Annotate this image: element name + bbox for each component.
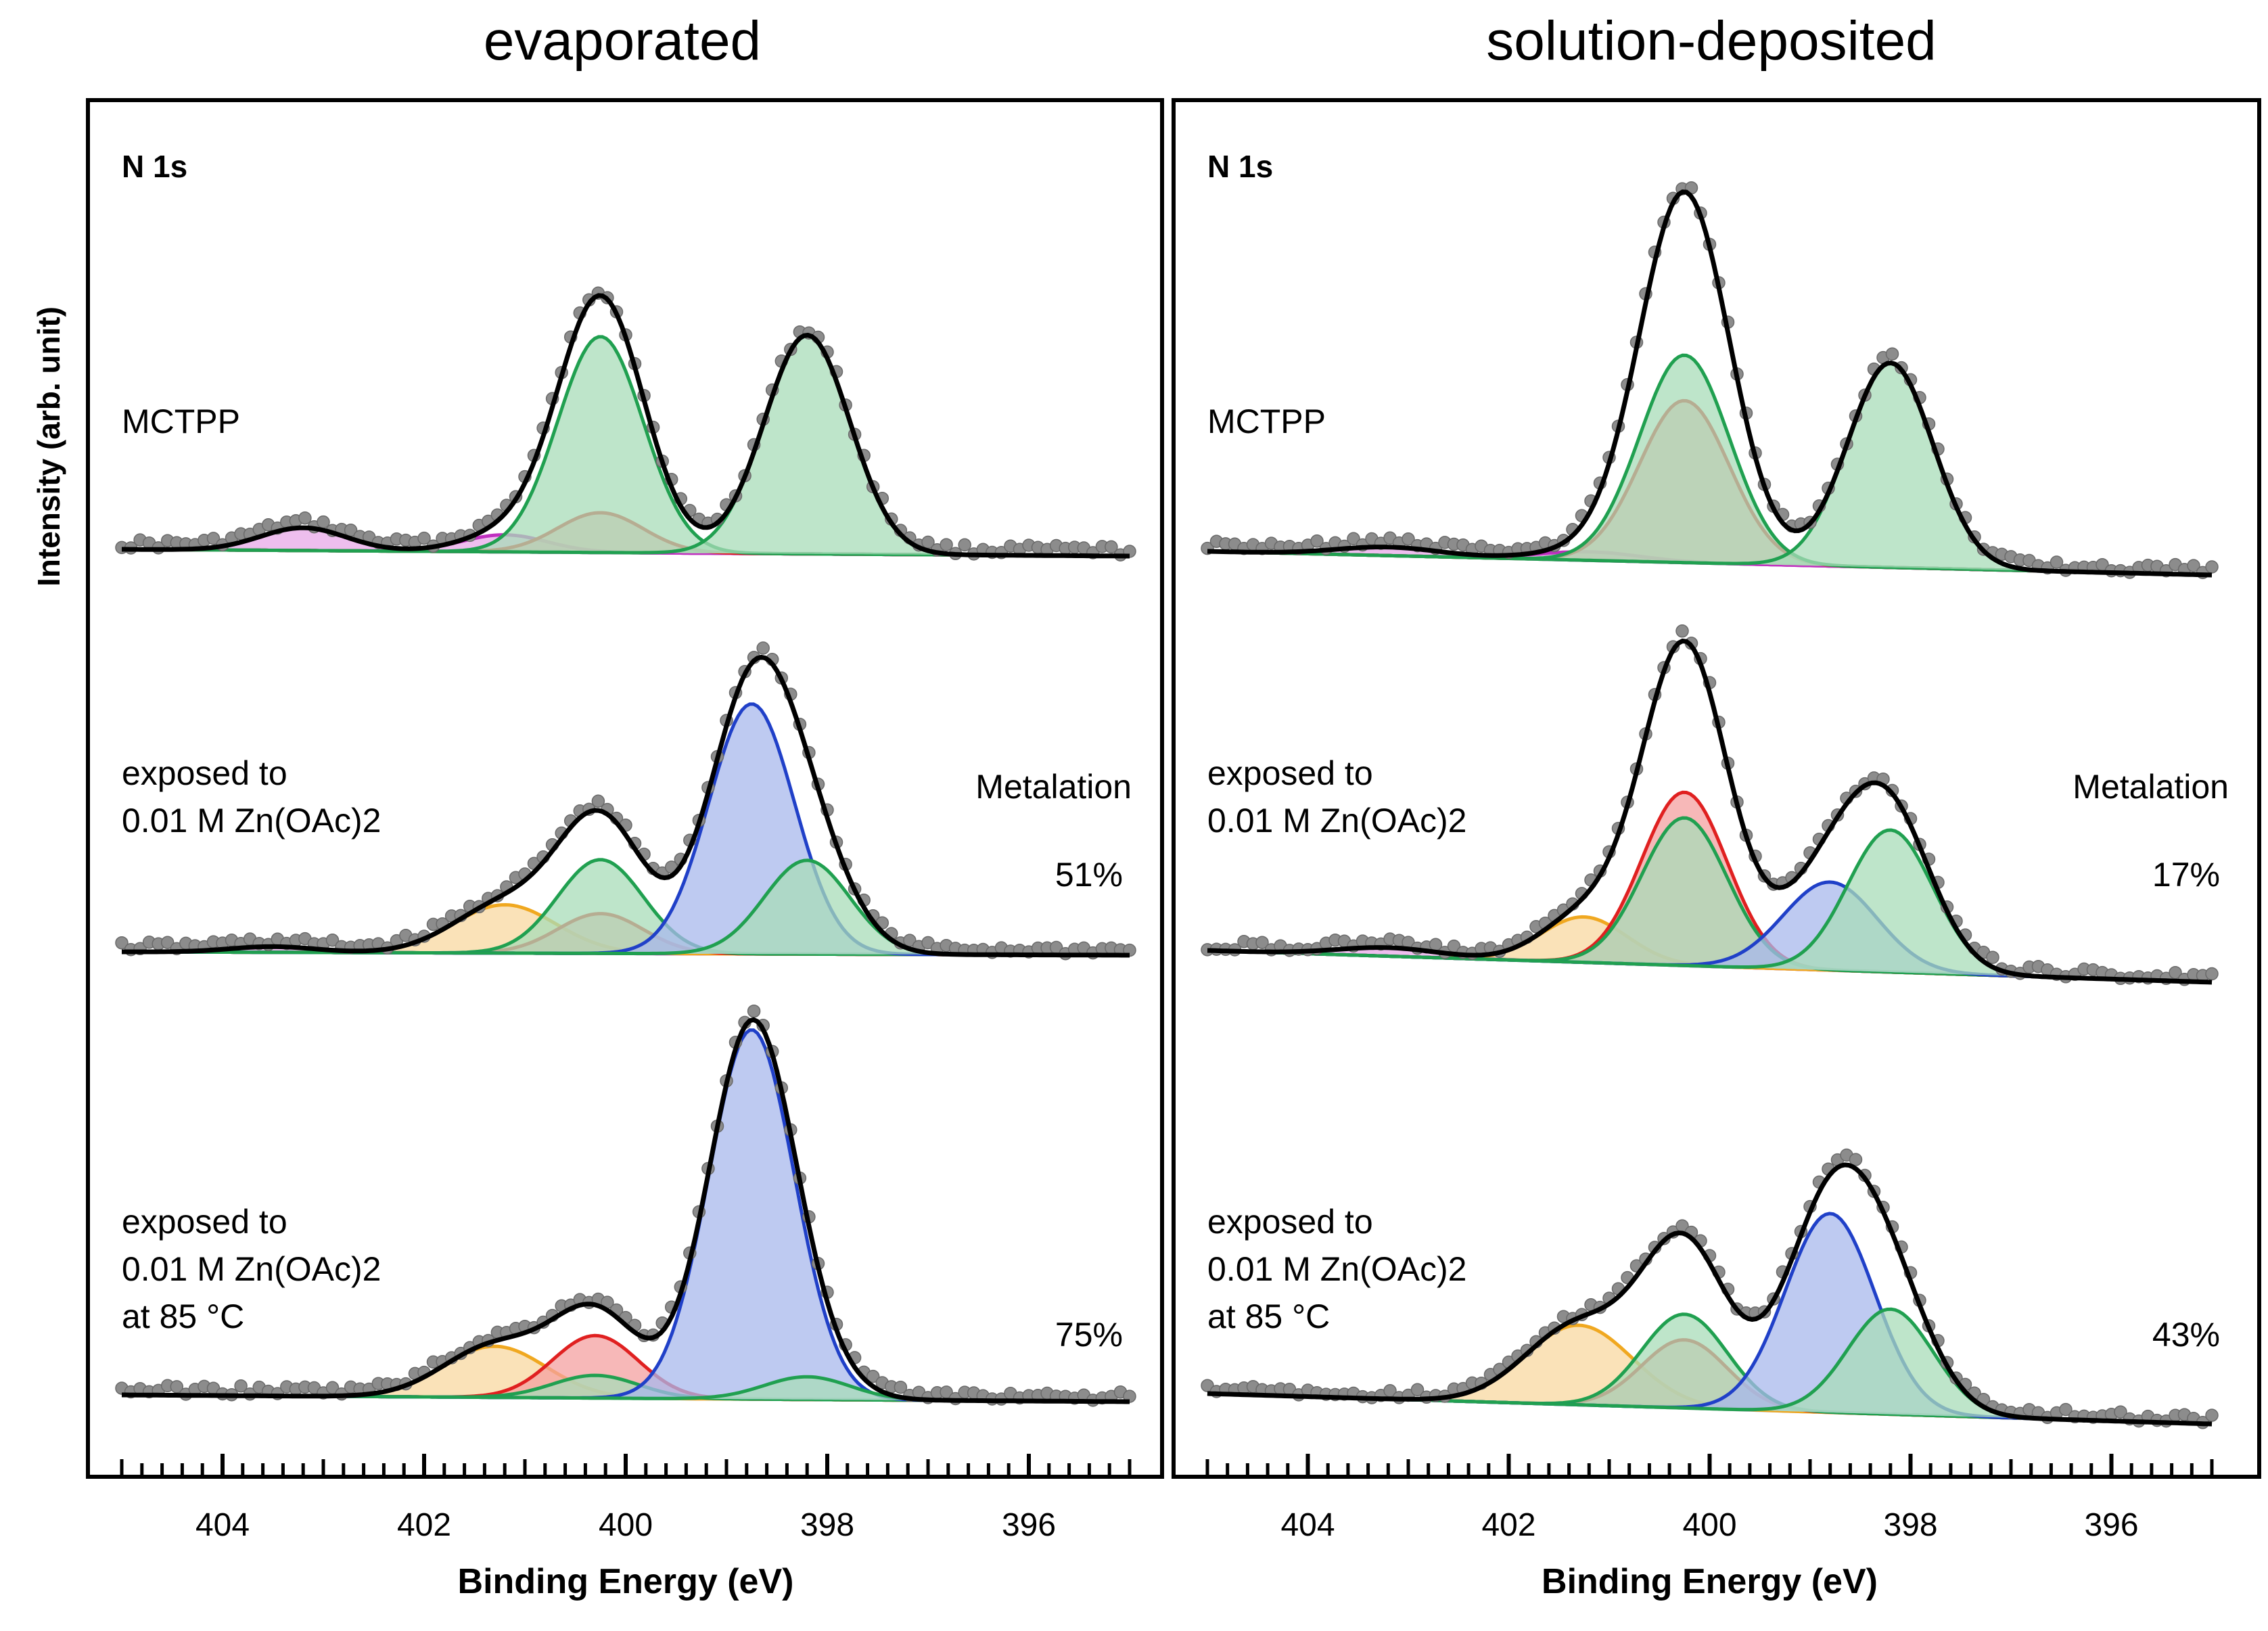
data-point: [206, 532, 221, 545]
data-point: [1402, 532, 1415, 546]
sample-label-line: 0.01 M Zn(OAc)2: [1207, 802, 1466, 840]
chart-panel-1: solution-deposited N 1s MCTPP exposed to 0.0…: [1172, 10, 2261, 1601]
sample-label-line: MCTPP: [1207, 403, 1326, 440]
component-fill-5: [1207, 830, 2212, 982]
x-tick-label: 396: [2084, 1507, 2138, 1543]
data-point: [1849, 1153, 1863, 1166]
metalation-value: 75%: [1055, 1316, 1123, 1354]
y-axis-label: Intensity (arb. unit): [31, 306, 66, 587]
spectrum-2: exposed to 0.01 M Zn(OAc)2 at 85 °C 75%: [115, 1004, 1136, 1407]
fit-envelope: [1207, 638, 2213, 985]
x-tick-label: 402: [1481, 1507, 1535, 1543]
x-tick-label: 400: [599, 1507, 653, 1543]
component-fill-3: [122, 859, 1130, 955]
x-tick-label: 400: [1682, 1507, 1736, 1543]
x-tick-label: 398: [800, 1507, 854, 1543]
data-point: [1410, 1383, 1425, 1397]
x-axis: 404 402 400 398 396 Binding Energy (eV): [1205, 1454, 2214, 1601]
data-point: [325, 934, 340, 947]
data-point: [298, 511, 312, 525]
component-fill-2: [122, 1375, 1130, 1402]
fit-envelope: [122, 654, 1130, 958]
data-point: [2187, 559, 2200, 572]
x-axis-label: Binding Energy (eV): [1542, 1562, 1878, 1601]
data-point: [1255, 936, 1269, 949]
data-point: [1105, 540, 1118, 554]
spectrum-1: exposed to 0.01 M Zn(OAc)2 51%: [115, 641, 1136, 961]
sample-label-line: at 85 °C: [122, 1297, 244, 1335]
data-point: [1310, 534, 1324, 548]
sample-label-line: MCTPP: [122, 403, 240, 440]
data-point: [2205, 1408, 2219, 1422]
panel-title: evaporated: [484, 10, 761, 72]
data-point: [2059, 1402, 2073, 1417]
data-point: [2205, 560, 2219, 574]
data-point: [160, 936, 175, 949]
component-fill-3: [122, 336, 1130, 556]
sample-label-line: 0.01 M Zn(OAc)2: [1207, 1250, 1466, 1288]
metalation-value: 43%: [2152, 1316, 2220, 1354]
panel-frame: [1172, 98, 2261, 1479]
fit-envelope: [1207, 189, 2213, 578]
component-fill-1: [122, 1335, 1130, 1402]
sample-label-line: 0.01 M Zn(OAc)2: [122, 802, 381, 840]
data-point: [1675, 624, 1689, 638]
sample-label-line: exposed to: [1207, 754, 1373, 792]
spectrum-2: exposed to 0.01 M Zn(OAc)2 at 85 °C 43%: [1201, 1148, 2220, 1429]
spectrum-0: MCTPP: [1201, 181, 2219, 580]
data-point: [2169, 965, 2182, 980]
data-point: [234, 1379, 248, 1393]
fit-envelope: [122, 1017, 1130, 1404]
data-point: [866, 1369, 880, 1383]
x-axis: 404 402 400 398 396 Binding Energy (eV): [120, 1454, 1132, 1601]
x-tick-label: 398: [1883, 1507, 1937, 1543]
x-tick-label: 402: [397, 1507, 451, 1543]
data-point: [958, 538, 971, 552]
component-fill-3: [1207, 818, 2212, 982]
x-tick-label: 396: [1002, 1507, 1056, 1543]
sample-label-line: exposed to: [122, 1203, 287, 1241]
metalation-value: 51%: [1055, 856, 1123, 894]
component-fill-4: [1207, 1309, 2212, 1424]
component-fill-3: [1207, 355, 2212, 575]
data-point: [2114, 1405, 2127, 1419]
data-point: [591, 794, 605, 808]
data-point: [417, 531, 431, 545]
x-tick-label: 404: [195, 1507, 250, 1543]
component-fill-2: [1207, 1314, 2212, 1424]
core-level-label: N 1s: [122, 149, 187, 184]
data-point: [940, 538, 953, 551]
data-point: [747, 1004, 761, 1018]
data-point: [115, 936, 129, 950]
data-point: [2050, 555, 2064, 569]
data-point: [1885, 347, 1899, 361]
data-point: [894, 1380, 908, 1394]
fit-envelope: [122, 293, 1130, 559]
metalation-header: Metalation: [975, 768, 1132, 806]
component-fill-0: [1207, 1325, 2212, 1424]
sample-label-line: at 85 °C: [1207, 1297, 1330, 1335]
data-point: [1201, 1379, 1214, 1392]
panel-title: solution-deposited: [1486, 10, 1937, 72]
sample-label-line: 0.01 M Zn(OAc)2: [122, 1250, 381, 1288]
data-point: [1986, 950, 1999, 964]
metalation-header: Metalation: [2073, 768, 2229, 806]
fit-envelope: [1207, 1162, 2213, 1427]
metalation-value: 17%: [2152, 856, 2220, 894]
core-level-label: N 1s: [1207, 149, 1273, 184]
x-axis-label: Binding Energy (eV): [458, 1562, 794, 1601]
chart-panel-0: evaporated N 1s MCTPP exposed to 0.01 M Zn(O…: [86, 10, 1164, 1601]
component-fill-0: [122, 528, 1130, 556]
x-tick-label: 404: [1280, 1507, 1335, 1543]
data-point: [1347, 532, 1360, 546]
spectrum-1: exposed to 0.01 M Zn(OAc)2 17%: [1201, 624, 2220, 986]
data-point: [756, 641, 770, 655]
data-point: [170, 1380, 184, 1394]
data-point: [2205, 967, 2219, 981]
spectrum-0: MCTPP: [115, 286, 1136, 561]
sample-label-line: exposed to: [122, 754, 287, 792]
sample-label-line: exposed to: [1207, 1203, 1373, 1241]
